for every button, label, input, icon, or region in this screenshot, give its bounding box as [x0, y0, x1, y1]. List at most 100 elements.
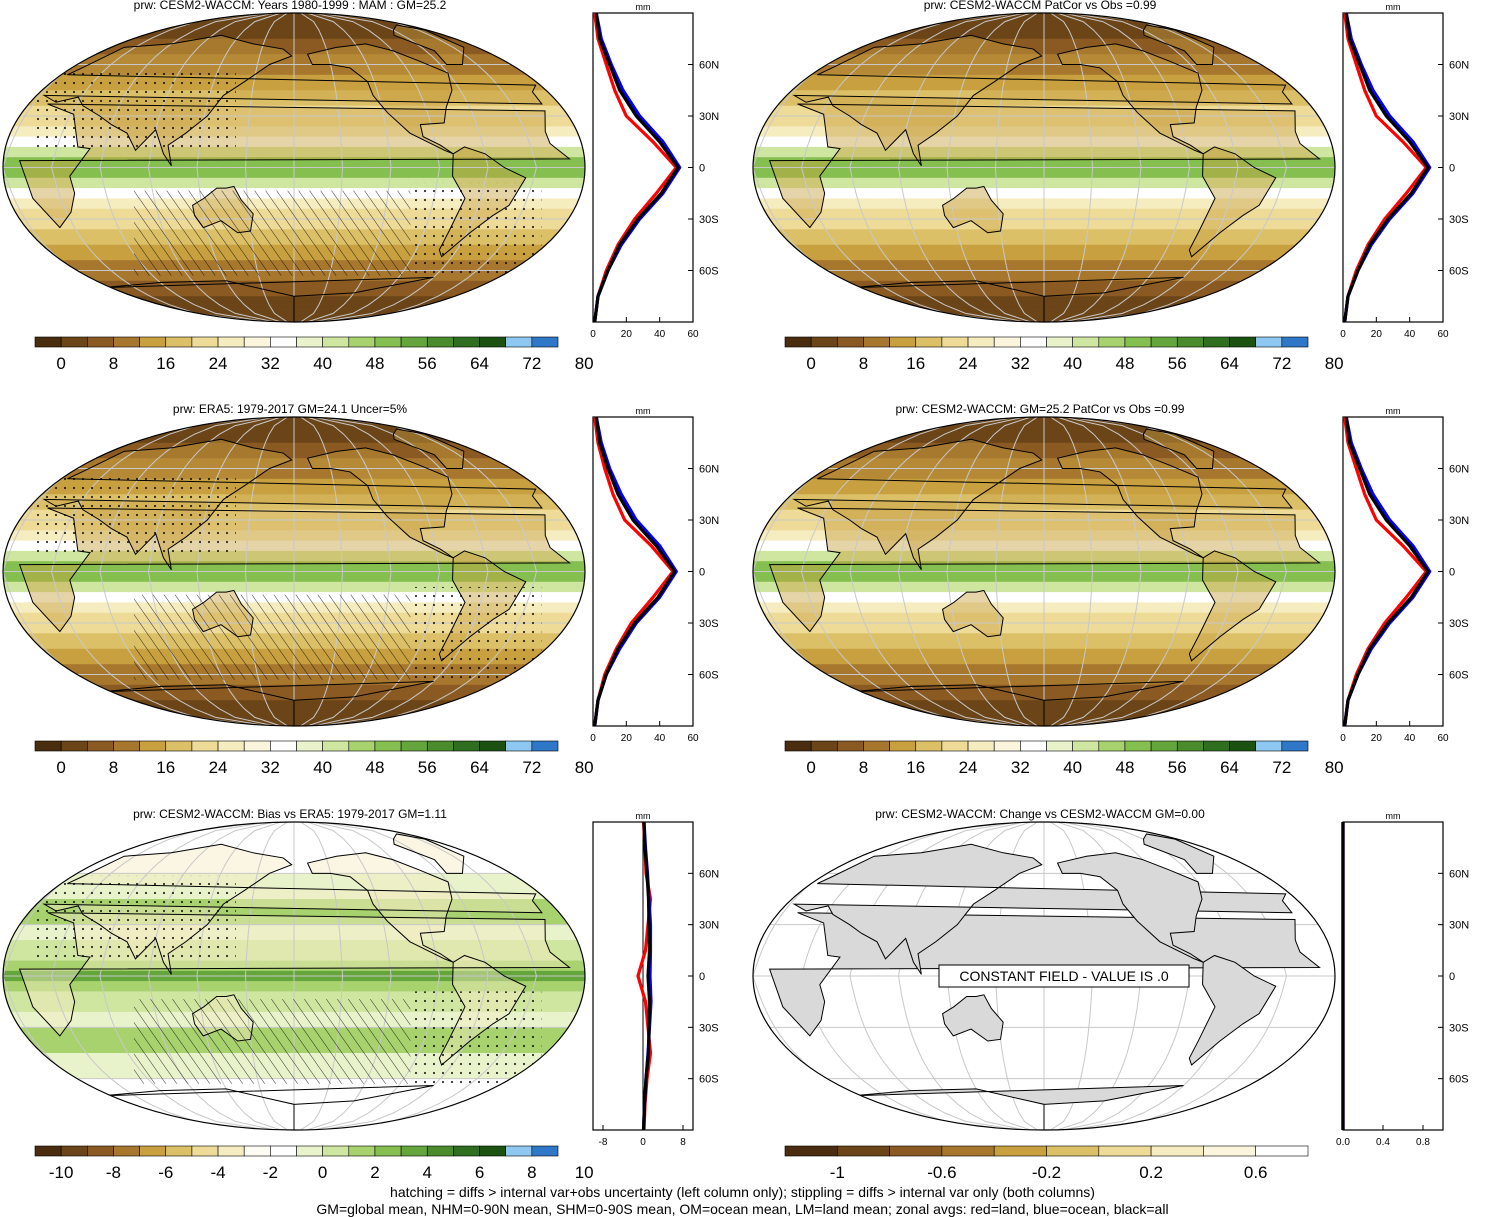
panel-title: prw: CESM2-WACCM: Bias vs ERA5: 1979-201… — [133, 807, 447, 821]
constant-field-label: CONSTANT FIELD - VALUE IS .0 — [959, 968, 1168, 984]
zonal-x-label: 20 — [621, 733, 633, 744]
zonal-x-label: 0 — [590, 733, 596, 744]
colorbar-swatch — [941, 336, 969, 348]
graticule-lon — [946, 417, 1032, 726]
colorbar-swatch — [243, 740, 271, 752]
colorbar-label: 0.6 — [1244, 1163, 1268, 1182]
colorbar-swatch — [1098, 336, 1126, 348]
colorbar-swatch — [87, 1145, 114, 1157]
graticule-lon — [50, 13, 262, 322]
colorbar-swatch — [243, 1145, 271, 1157]
colorbar-label: 8 — [859, 354, 868, 373]
map-field — [753, 417, 1335, 726]
land-tint — [307, 447, 454, 558]
coastline-australia — [942, 589, 1004, 638]
colorbar-label: 40 — [1063, 758, 1082, 777]
constant-field-box — [938, 964, 1190, 988]
colorbar-swatch — [505, 336, 533, 348]
colorbar-swatch — [993, 1145, 1047, 1157]
colorbar-swatch — [915, 336, 943, 348]
zonal-x-label: 0 — [590, 329, 596, 340]
colorbar-label: 56 — [1168, 758, 1187, 777]
colorbar-swatch — [270, 740, 297, 752]
colorbar-swatch — [426, 740, 454, 752]
zonal-lat-label: 60S — [1449, 670, 1469, 682]
colorbar-swatch — [863, 336, 890, 348]
zonal-series-all — [641, 821, 652, 1131]
footer-hatching-note: hatching = diffs > internal var+obs unce… — [390, 1184, 1095, 1200]
colorbar-swatch — [967, 336, 995, 348]
colorbar-swatch — [348, 1145, 376, 1157]
coastline-samerica — [1188, 954, 1277, 1066]
colorbar-label: 8 — [859, 758, 868, 777]
colorbar-swatch — [531, 740, 559, 752]
colorbar-swatch — [967, 740, 995, 752]
colorbar-label: -0.6 — [927, 1163, 956, 1182]
zonal-lat-label: 60S — [1449, 266, 1469, 278]
coastline-namerica — [306, 852, 454, 963]
zonal-lat-label: 60S — [1449, 1074, 1469, 1086]
land-tint — [794, 35, 1292, 166]
colorbar-swatch — [400, 1145, 428, 1157]
zonal-lat-label: 30S — [1449, 1022, 1469, 1034]
colorbar-label: 72 — [1272, 758, 1291, 777]
colorbar-swatch — [863, 740, 890, 752]
zonal-lat-label: 60N — [699, 868, 719, 880]
coastline-antarctica — [852, 680, 1184, 726]
colorbar-label: 2 — [370, 1163, 379, 1182]
colorbar-swatch — [113, 1145, 140, 1157]
colorbar-swatch — [1281, 336, 1309, 348]
zonal-lat-label: 0 — [1449, 971, 1455, 983]
colorbar-swatch — [810, 336, 838, 348]
colorbar-swatch — [139, 336, 167, 348]
colorbar-swatch — [889, 1145, 943, 1157]
zonal-lat-label: 60S — [699, 1074, 719, 1086]
coastline-greenland — [1142, 24, 1215, 65]
zonal-lat-label: 30N — [1449, 515, 1469, 527]
colorbar-swatch — [1203, 1145, 1257, 1157]
land-tint — [307, 43, 454, 154]
colorbar-swatch — [191, 740, 219, 752]
graticule-lon — [1056, 417, 1142, 726]
colorbar-swatch — [784, 740, 812, 752]
colorbar-label: 24 — [209, 354, 228, 373]
zonal-series-all — [1343, 416, 1430, 727]
colorbar-swatch — [836, 1145, 890, 1157]
zonal-series-all — [593, 416, 677, 727]
colorbar-label: 72 — [522, 354, 541, 373]
colorbar-label: 0 — [56, 758, 65, 777]
graticule-lon — [1070, 13, 1239, 322]
colorbar-label: 64 — [470, 758, 489, 777]
graticule-lon — [849, 417, 1018, 726]
coastline-eurasia — [792, 843, 1293, 975]
colorbar-label: -2 — [263, 1163, 278, 1182]
colorbar-label: 0 — [806, 354, 815, 373]
colorbar-swatch — [217, 1145, 245, 1157]
colorbar-label: 6 — [475, 1163, 484, 1182]
coastline-namerica — [306, 43, 454, 155]
zonal-lat-label: 30N — [699, 920, 719, 932]
footer-mean-legend: GM=global mean, NHM=0-90N mean, SHM=0-90… — [316, 1201, 1169, 1217]
coastline-greenland — [1142, 428, 1215, 469]
graticule-lon — [1076, 417, 1288, 726]
land-tint — [1143, 429, 1214, 469]
colorbar-label: 16 — [156, 758, 175, 777]
zonal-x-label: 0.4 — [1376, 1137, 1390, 1148]
colorbar-swatch — [1229, 740, 1257, 752]
zonal-lat-label: 30N — [699, 515, 719, 527]
colorbar-swatch — [531, 336, 559, 348]
colorbar-swatch — [1046, 740, 1073, 752]
colorbar-label: 80 — [575, 758, 594, 777]
colorbar-swatch — [1046, 336, 1073, 348]
colorbar-swatch — [479, 1145, 506, 1157]
coastline-greenland — [392, 24, 465, 65]
colorbar-swatch — [784, 336, 812, 348]
stippling-region — [32, 471, 236, 557]
colorbar-label: 8 — [109, 758, 118, 777]
colorbar-swatch — [836, 740, 864, 752]
panel-title: prw: CESM2-WACCM PatCor vs Obs =0.99 — [924, 0, 1157, 12]
colorbar-label: 48 — [1115, 758, 1134, 777]
colorbar-swatch — [374, 336, 402, 348]
colorbar-label: 56 — [418, 354, 437, 373]
